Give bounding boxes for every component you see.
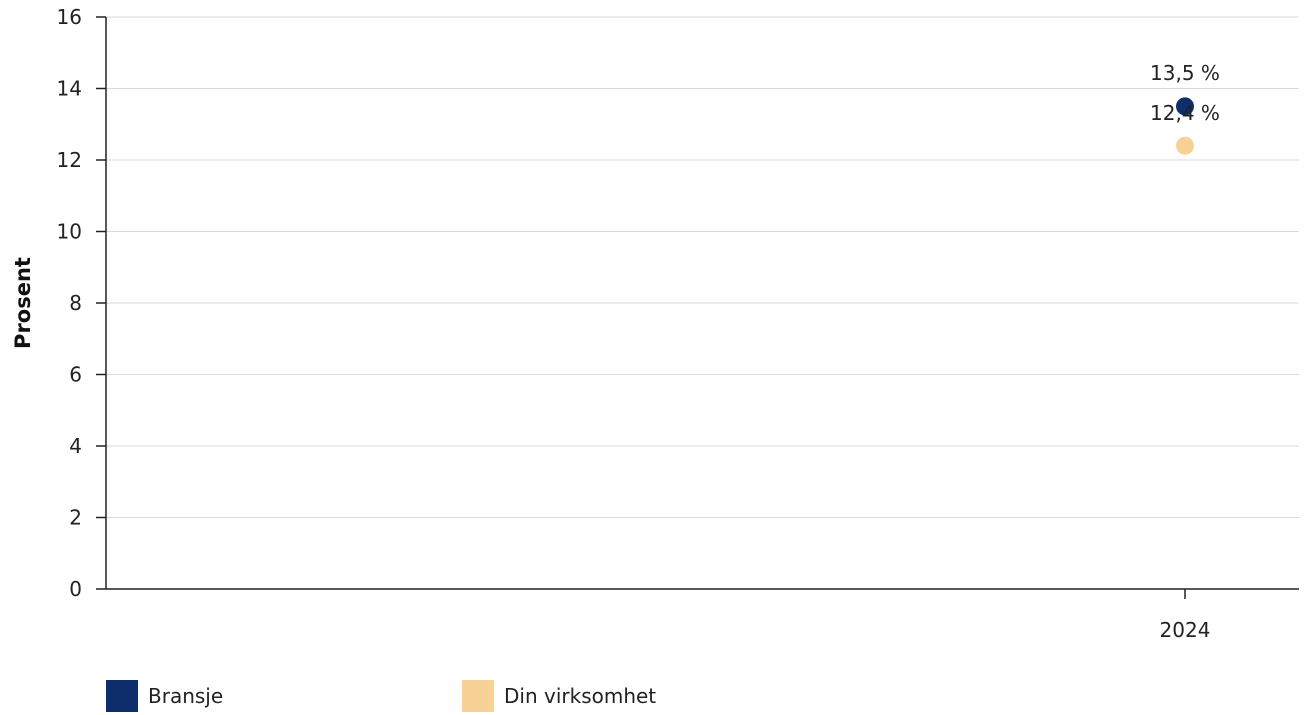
data-points — [1176, 97, 1194, 155]
y-tick-label: 6 — [69, 363, 82, 387]
y-tick-label: 12 — [57, 148, 82, 172]
x-tick-label: 2024 — [1160, 618, 1211, 642]
y-tick-label: 14 — [57, 77, 82, 101]
data-labels: 13,5 % 12,4 % — [1150, 61, 1220, 125]
data-point-bransje[interactable] — [1176, 97, 1194, 116]
legend-swatch — [106, 680, 138, 712]
chart: 0 2 4 6 8 10 12 14 16 2024 Prosent 13,5 % 12,4 % — [11, 5, 1299, 642]
legend-label: Din virksomhet — [504, 684, 657, 708]
legend-label: Bransje — [148, 684, 224, 708]
legend-item-din-virksomhet[interactable]: Din virksomhet — [462, 680, 656, 712]
y-axis: 0 2 4 6 8 10 12 14 16 — [57, 5, 107, 601]
legend: Bransje Din virksomhet — [0, 680, 1309, 715]
y-tick-label: 2 — [69, 506, 82, 530]
y-tick-label: 8 — [69, 291, 82, 315]
x-axis: 2024 — [106, 588, 1299, 642]
legend-item-bransje[interactable]: Bransje — [106, 680, 223, 712]
y-tick-label: 10 — [57, 220, 82, 244]
y-tick-label: 16 — [57, 5, 82, 29]
legend-swatch — [462, 680, 494, 712]
y-tick-label: 4 — [69, 434, 82, 458]
gridlines — [106, 16, 1299, 518]
y-tick-label: 0 — [69, 577, 82, 601]
y-axis-title: Prosent — [11, 257, 35, 349]
data-label: 12,4 % — [1150, 101, 1220, 125]
data-point-din-virksomhet[interactable] — [1176, 136, 1194, 155]
data-label: 13,5 % — [1150, 61, 1220, 85]
